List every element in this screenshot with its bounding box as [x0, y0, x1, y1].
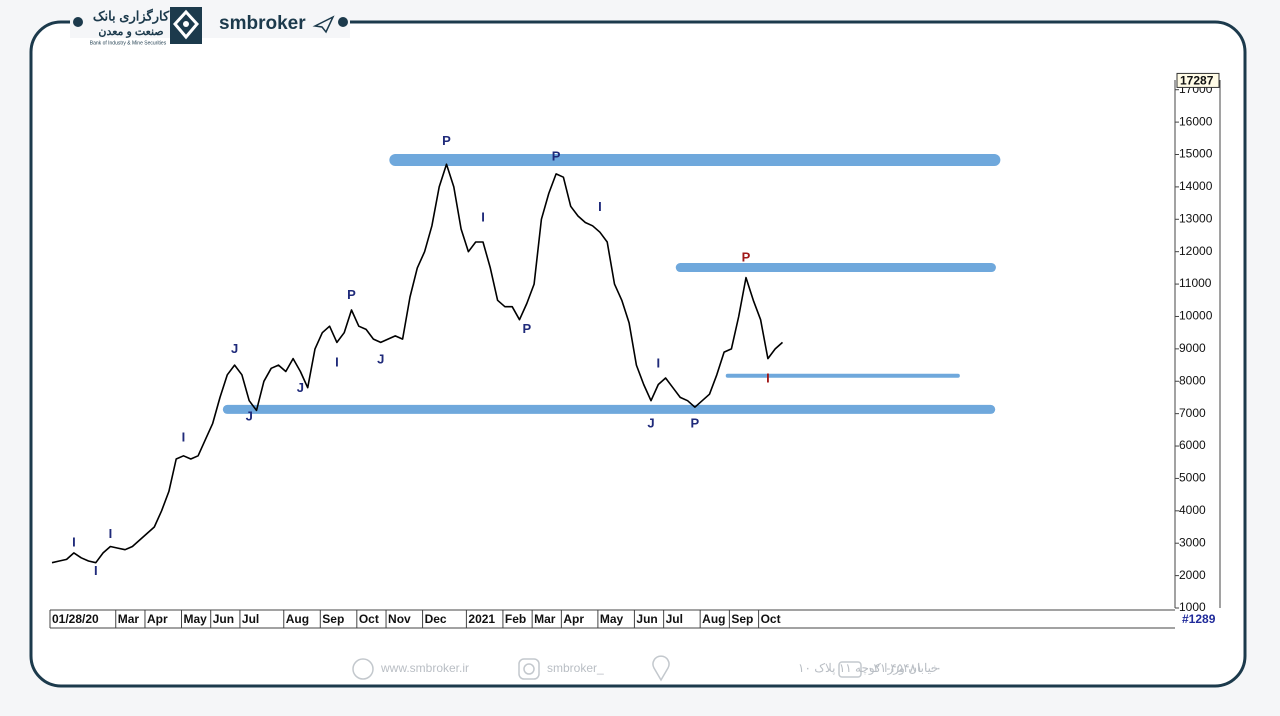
x-tick-label: Oct [761, 612, 781, 626]
wave-label: P [347, 287, 356, 302]
bullet [73, 17, 83, 27]
wave-label: P [442, 133, 451, 148]
y-tick-label: 16000 [1179, 114, 1213, 128]
y-tick-label: 10000 [1179, 309, 1213, 323]
footer-website: www.smbroker.ir [380, 661, 469, 675]
brand: smbroker [219, 13, 306, 34]
plot-area [50, 80, 1175, 608]
wave-label: J [377, 351, 384, 366]
x-tick-label: Jun [636, 612, 657, 626]
wave-label: J [647, 415, 654, 430]
wave-label: J [297, 380, 304, 395]
y-tick-label: 2000 [1179, 568, 1206, 582]
y-tick-label: 5000 [1179, 471, 1206, 485]
x-tick-label: Sep [322, 612, 344, 626]
wave-label: P [691, 415, 700, 430]
last-price-box [1176, 72, 1220, 88]
wave-label: J [231, 341, 238, 356]
y-tick-label: 9000 [1179, 341, 1206, 355]
y-tick-label: 7000 [1179, 406, 1206, 420]
y-tick-label: 1000 [1179, 600, 1206, 614]
last-price: 17287 [1180, 74, 1214, 88]
chart: 1000 2000 3000 4000 5000 6000 7000 8000 9000 1000… [49, 72, 1220, 628]
bar-count: #1289 [1182, 612, 1216, 626]
y-tick-label: 15000 [1179, 147, 1213, 161]
x-tick-label: Mar [534, 612, 556, 626]
wave-label: I [481, 209, 485, 224]
x-tick-label: Apr [147, 612, 168, 626]
wave-label: I [182, 429, 186, 444]
wave-label: I [72, 535, 76, 550]
y-tick-label: 11000 [1179, 276, 1212, 290]
x-tick-label: 2021 [468, 612, 495, 626]
x-tick-label: Dec [425, 612, 447, 626]
x-tick-label: Nov [388, 612, 411, 626]
x-tick-label: Aug [286, 612, 309, 626]
wave-label: P [742, 250, 751, 265]
brand-icon [312, 15, 335, 34]
wave-label: I [109, 526, 113, 541]
wave-label: P [552, 149, 561, 164]
wave-label: I [766, 370, 770, 385]
y-tick-label: 13000 [1179, 211, 1213, 225]
y-tick-label: 6000 [1179, 438, 1206, 452]
wave-label: I [335, 355, 339, 370]
x-tick-label: Sep [731, 612, 753, 626]
wave-label: P [523, 321, 532, 336]
x-tick-label: May [600, 612, 624, 626]
y-tick-label: 4000 [1179, 503, 1206, 517]
x-tick-label: Apr [563, 612, 584, 626]
bullet [338, 17, 348, 27]
y-tick-label: 14000 [1179, 179, 1213, 193]
x-tick-label: Feb [505, 612, 526, 626]
y-tick-label: 8000 [1179, 373, 1206, 387]
footer [352, 655, 862, 682]
logo-subtitle: صنعت و معدن [98, 26, 163, 38]
x-tick-label: Jul [242, 612, 259, 626]
header-bg [70, 8, 350, 38]
x-tick-label: Jul [666, 612, 683, 626]
x-tick-label: 01/28/20 [52, 612, 99, 626]
wave-label: J [246, 408, 253, 423]
footer-address: خیابان وزرا کوچه ۱۱ پلاک ۱۰ [798, 661, 939, 675]
footer-instagram: smbroker_ [547, 661, 604, 675]
logo-title: کارگزاری بانک [93, 7, 170, 24]
y-tick-label: 3000 [1179, 535, 1206, 549]
logo-caption: Bank of Industry & Mine Securities [90, 40, 167, 46]
x-tick-label: Oct [359, 612, 379, 626]
wave-label: I [657, 356, 661, 371]
x-tick-label: Jun [213, 612, 234, 626]
x-tick-label: Aug [702, 612, 725, 626]
x-tick-label: Mar [118, 612, 140, 626]
footer-phone: ۰۲۱-۴۵۴۸۱۰۰۰ [867, 661, 942, 675]
x-tick-label: May [183, 612, 207, 626]
wave-label: I [94, 563, 98, 578]
wave-label: I [598, 199, 602, 214]
y-tick-label: 12000 [1179, 244, 1213, 258]
price-line [51, 163, 784, 564]
logo-mark [170, 7, 202, 44]
